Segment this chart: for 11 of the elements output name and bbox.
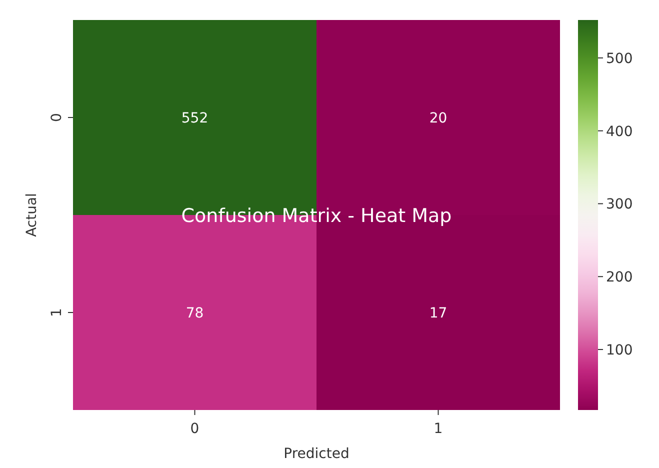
data-label: 552 bbox=[181, 110, 208, 126]
data-label: 20 bbox=[429, 110, 448, 126]
color-bar-label: 300 bbox=[606, 196, 633, 213]
color-bar-label: 200 bbox=[606, 270, 633, 286]
color-bar-label: 500 bbox=[606, 50, 633, 67]
y-axis-title: Actual bbox=[24, 193, 40, 237]
color-bar-label: 400 bbox=[606, 124, 633, 140]
data-label: 17 bbox=[429, 306, 448, 322]
data-label: 78 bbox=[186, 306, 204, 322]
color-bar-label: 100 bbox=[606, 342, 633, 358]
x-axis-title: Predicted bbox=[284, 446, 350, 462]
